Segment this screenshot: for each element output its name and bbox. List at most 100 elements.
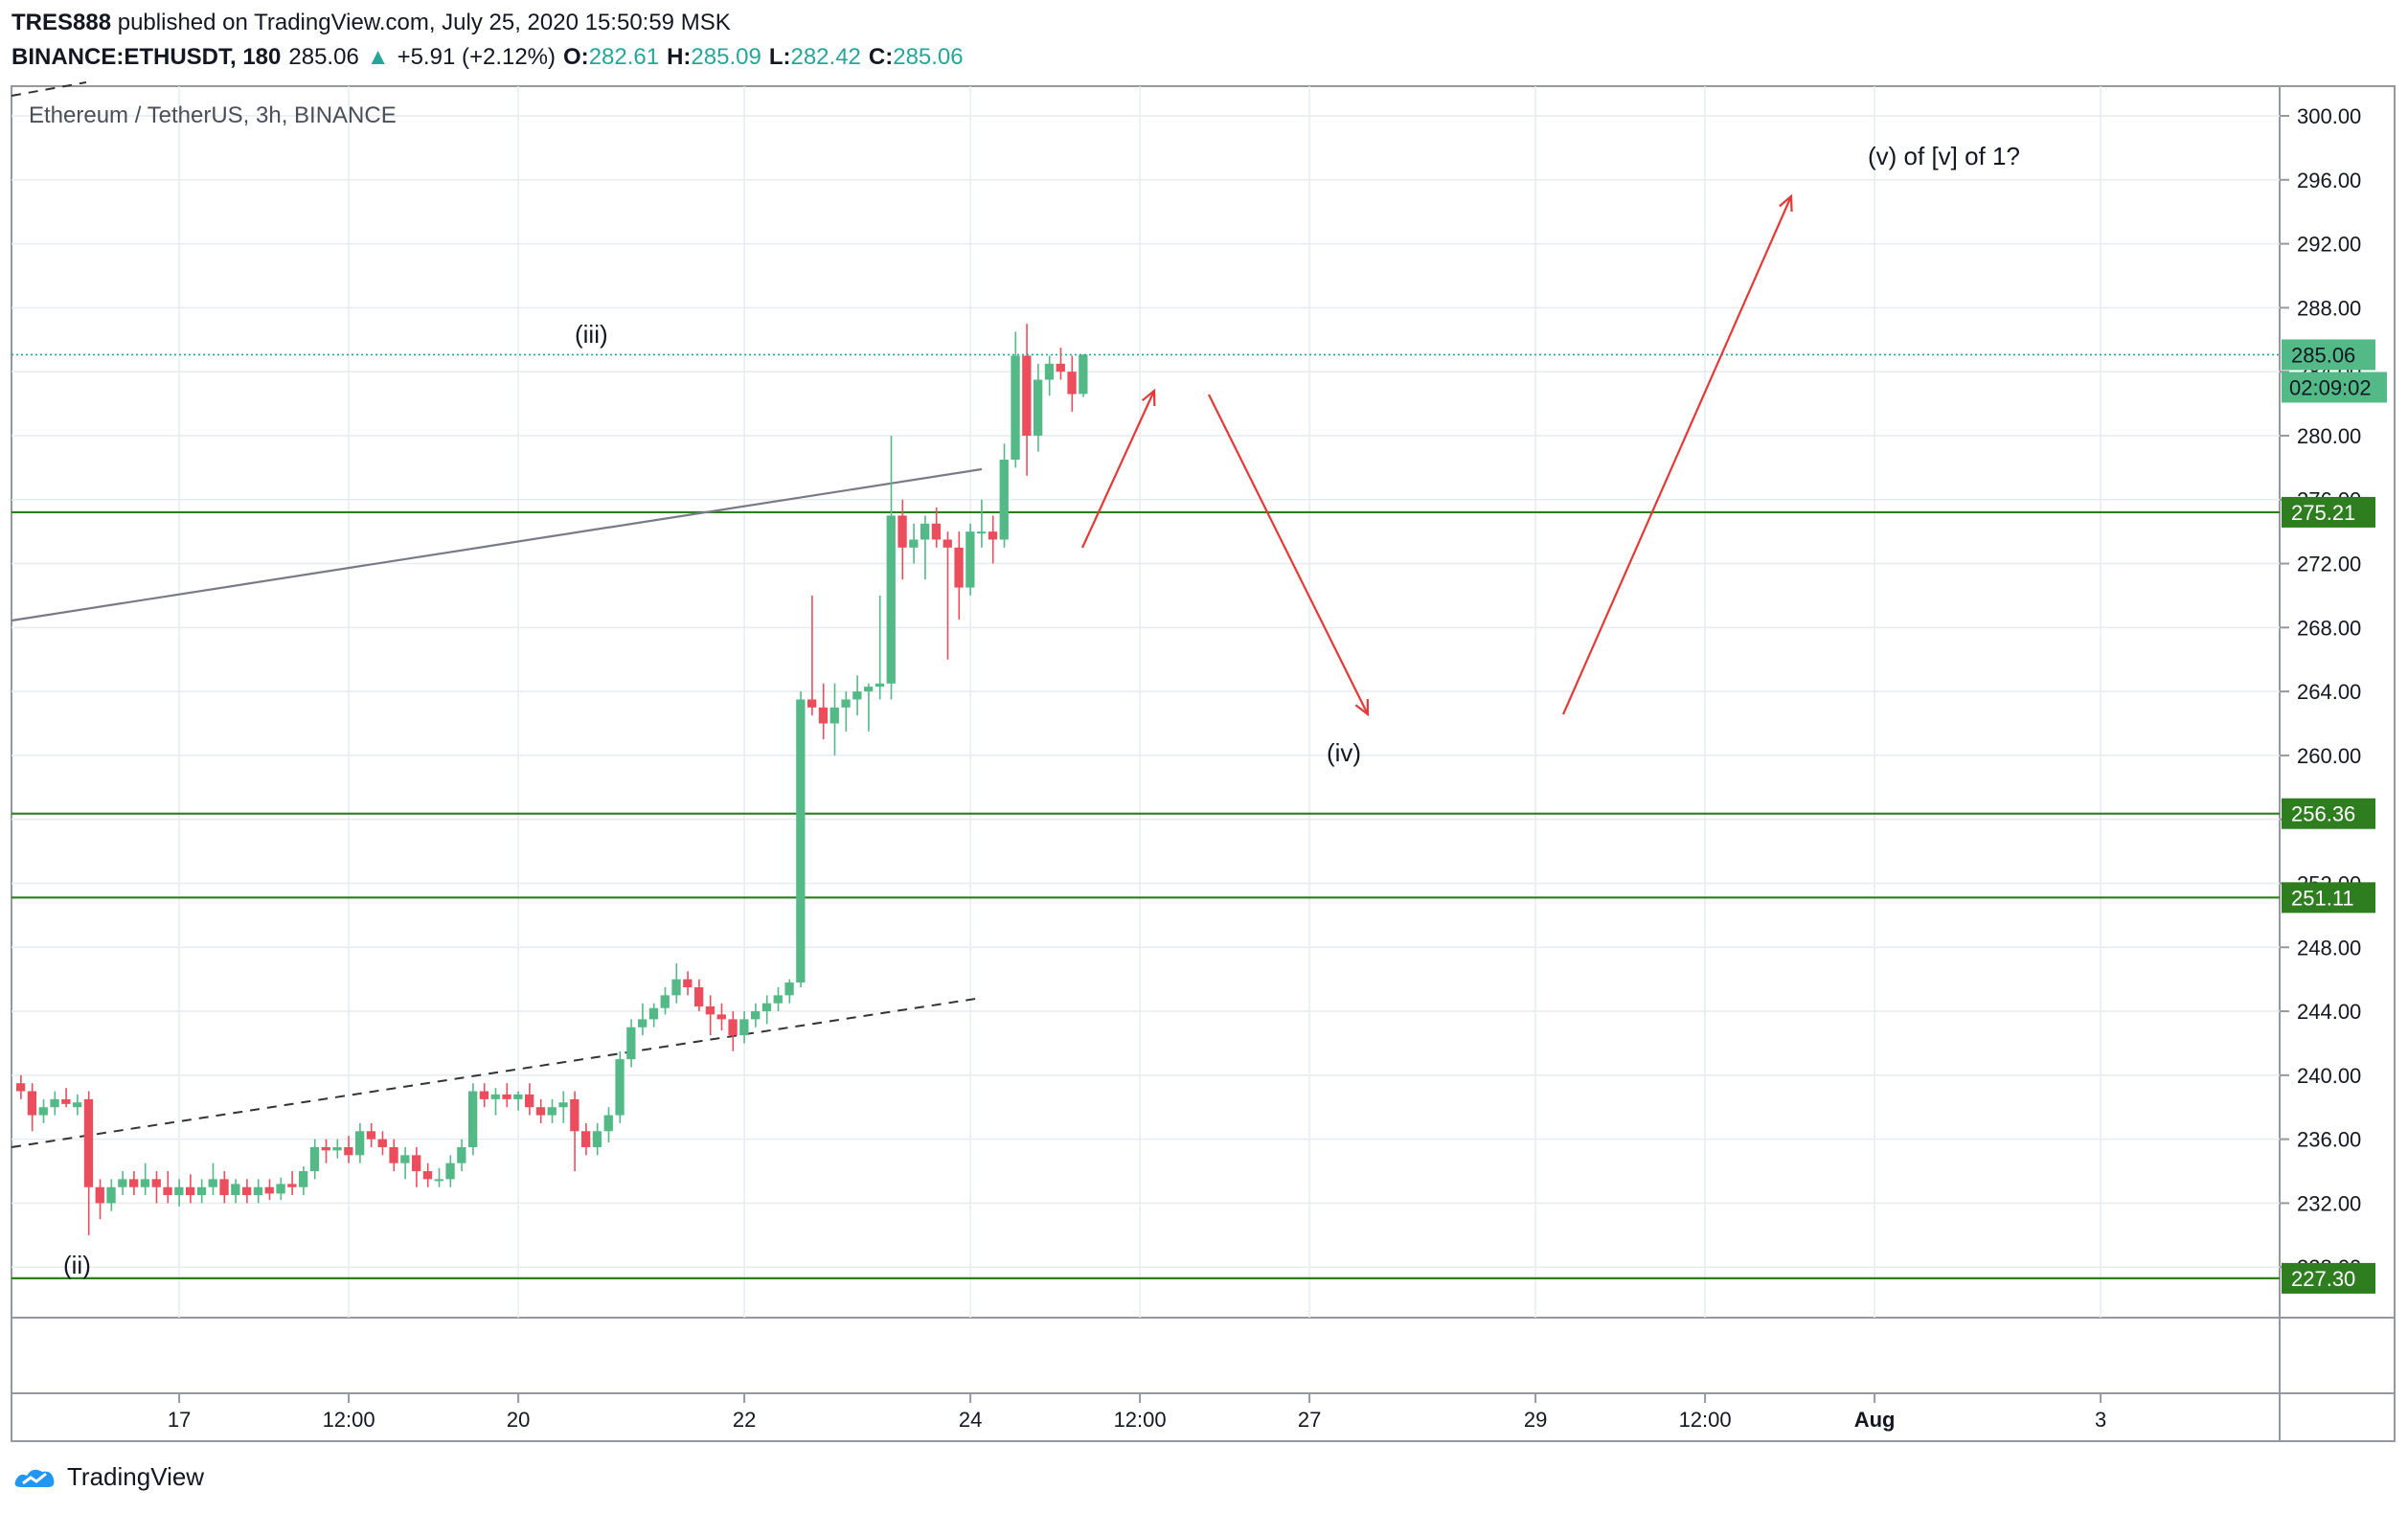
candle-body <box>716 1014 726 1020</box>
candle-body <box>151 1179 161 1187</box>
level-tag <box>2282 496 2375 528</box>
candle-body <box>1067 372 1077 395</box>
y-tick-label: 260.00 <box>2297 744 2361 768</box>
candle-body <box>434 1179 443 1182</box>
candle-body <box>1044 363 1055 380</box>
candle-body <box>1056 363 1065 373</box>
candle-body <box>739 1019 749 1036</box>
candle-body <box>219 1179 229 1196</box>
candles-group <box>16 324 1088 1235</box>
y-tick-label: 296.00 <box>2297 169 2361 192</box>
last-price: 285.06 <box>288 44 359 70</box>
candle-body <box>366 1131 376 1140</box>
candle-body <box>513 1094 523 1099</box>
candle-body <box>671 979 681 996</box>
candle-body <box>502 1094 511 1099</box>
candle-body <box>988 531 998 540</box>
candle-body <box>253 1186 263 1196</box>
candle-body <box>931 523 942 540</box>
candle-body <box>943 539 952 548</box>
candle-body <box>603 1115 613 1132</box>
candle-body <box>38 1107 48 1116</box>
level-tag <box>2282 798 2375 829</box>
candle-body <box>264 1186 274 1194</box>
high-label: H: <box>667 44 692 70</box>
x-tick-label: 22 <box>733 1408 756 1432</box>
wave-label: (ii) <box>63 1251 91 1279</box>
candle-body <box>558 1102 568 1108</box>
chart-header: TRES888 published on TradingView.com, Ju… <box>11 6 2387 75</box>
last-price-tag <box>2282 339 2375 371</box>
candle-body <box>1022 355 1032 436</box>
wave-label: (iii) <box>575 320 608 349</box>
countdown-tag <box>2282 372 2387 403</box>
top-dashed-trendline <box>11 81 87 97</box>
candle-body <box>761 1003 772 1012</box>
candle-body <box>920 523 930 540</box>
y-tick-label: 232.00 <box>2297 1191 2361 1215</box>
low-label: L: <box>768 44 791 70</box>
publish-info: TRES888 published on TradingView.com, Ju… <box>11 6 2387 40</box>
candle-body <box>977 531 987 534</box>
candle-body <box>400 1155 410 1163</box>
x-tick-label: Aug <box>1854 1408 1896 1432</box>
candle-body <box>683 979 693 988</box>
publisher-name[interactable]: TRES888 <box>11 10 112 35</box>
footer-brand[interactable]: TradingView <box>67 1461 205 1491</box>
candle-body <box>95 1186 104 1204</box>
candle-body <box>186 1186 195 1196</box>
candle-body <box>61 1098 71 1104</box>
low-value: 282.42 <box>790 44 861 70</box>
candle-body <box>694 987 704 1007</box>
candle-body <box>445 1163 455 1180</box>
candle-body <box>50 1098 59 1108</box>
candle-body <box>118 1179 127 1187</box>
y-tick-label: 244.00 <box>2297 1000 2361 1024</box>
y-tick-label: 300.00 <box>2297 104 2361 128</box>
level-tag <box>2282 1262 2375 1294</box>
candle-body <box>773 995 783 1004</box>
quote-line: BINANCE:ETHUSDT, 180 285.06 ▲ +5.91 (+2.12%… <box>11 40 2387 75</box>
lower-dashed-trendline <box>11 997 983 1148</box>
y-tick-label: 288.00 <box>2297 296 2361 320</box>
candle-body <box>818 707 829 724</box>
candle-body <box>1011 355 1020 460</box>
x-tick-label: 29 <box>1524 1408 1547 1432</box>
candle-body <box>886 515 896 684</box>
x-tick-label: 20 <box>507 1408 530 1432</box>
countdown-label: 02:09:02 <box>2289 375 2372 399</box>
candle-body <box>73 1102 82 1108</box>
candle-body <box>648 1007 659 1020</box>
close-label: C: <box>868 44 894 70</box>
x-tick-label: 12:00 <box>1114 1408 1167 1432</box>
candle-body <box>321 1146 330 1151</box>
candle-body <box>807 699 817 708</box>
projection-arrows <box>1080 193 1793 717</box>
candle-body <box>660 995 670 1008</box>
candle-body <box>909 539 919 548</box>
candle-body <box>626 1027 636 1060</box>
x-tick-label: 17 <box>168 1408 191 1432</box>
candle-body <box>897 515 907 548</box>
candle-body <box>332 1146 342 1151</box>
candle-body <box>999 459 1009 540</box>
candle-body <box>525 1094 534 1108</box>
y-tick-label: 268.00 <box>2297 616 2361 640</box>
candle-body <box>535 1107 546 1116</box>
published-text: published on TradingView.com, July 25, 2… <box>111 10 731 35</box>
candle-body <box>16 1083 26 1092</box>
candle-body <box>355 1131 365 1156</box>
level-tag <box>2282 882 2375 914</box>
y-tick-label: 264.00 <box>2297 680 2361 704</box>
candle-body <box>751 1011 761 1020</box>
candle-body <box>422 1171 433 1180</box>
y-tick-label: 280.00 <box>2297 424 2361 448</box>
candle-body <box>490 1094 500 1099</box>
candle-body <box>547 1107 557 1116</box>
x-tick-label: 3 <box>2095 1408 2106 1432</box>
candle-body <box>242 1186 252 1196</box>
candle-body <box>196 1186 207 1196</box>
wave-arrow-down <box>1208 394 1369 715</box>
candle-body <box>231 1184 240 1196</box>
